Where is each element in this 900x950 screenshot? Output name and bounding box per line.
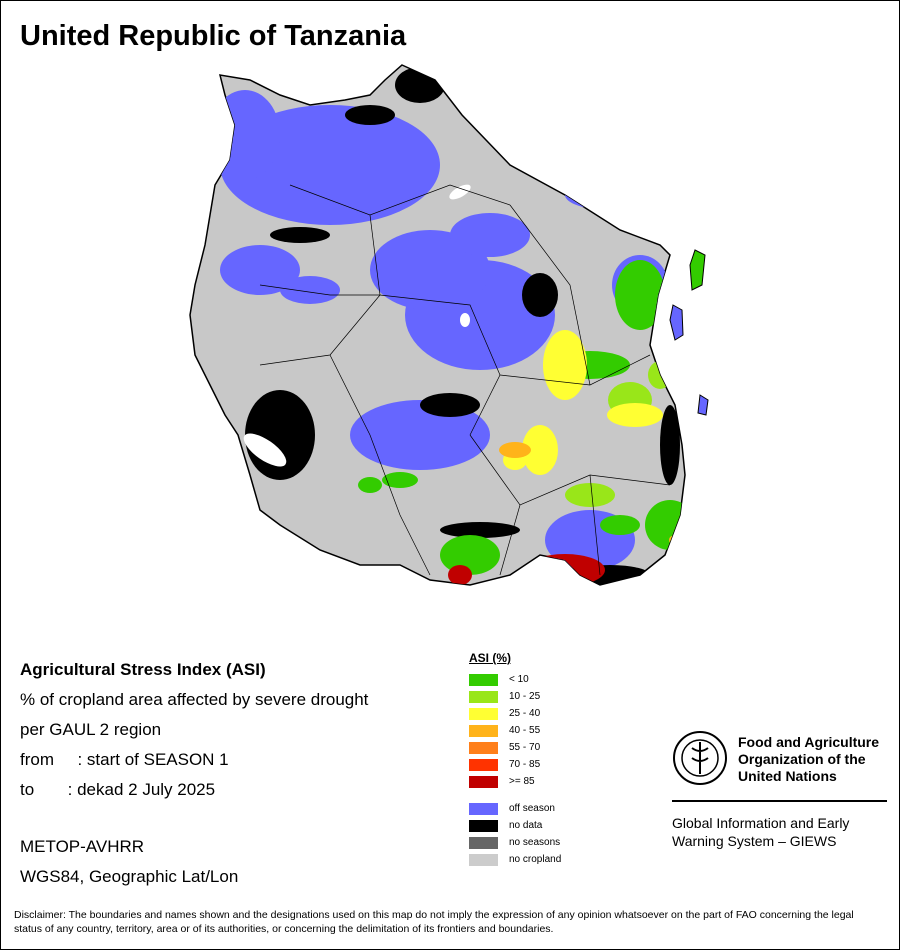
legend-swatch xyxy=(469,742,498,754)
legend-swatch xyxy=(469,854,498,866)
legend-label: 40 - 55 xyxy=(509,725,541,736)
lakes xyxy=(243,184,471,467)
asi-25-40-areas xyxy=(503,330,663,475)
fao-name-line2: Organization of the xyxy=(738,751,866,767)
from-value: : start of SEASON 1 xyxy=(77,750,229,769)
legend-label: < 10 xyxy=(509,674,529,685)
fao-name: Food and Agriculture Organization of the… xyxy=(738,734,898,785)
legend-swatch xyxy=(469,674,498,686)
fao-name-line1: Food and Agriculture xyxy=(738,734,880,750)
sensor-label: METOP-AVHRR xyxy=(20,837,145,856)
legend-label: 10 - 25 xyxy=(509,691,541,702)
to-label: to xyxy=(20,780,35,799)
fao-divider xyxy=(672,800,887,802)
legend-swatch xyxy=(469,820,498,832)
giews-line2: Warning System – GIEWS xyxy=(672,833,837,849)
legend-label: off season xyxy=(509,803,555,814)
islands xyxy=(669,249,709,416)
giews-line1: Global Information and Early xyxy=(672,815,850,831)
period-to: to : dekad 2 July 2025 xyxy=(20,775,368,805)
from-label: from xyxy=(20,750,54,769)
to-value: : dekad 2 July 2025 xyxy=(67,780,216,799)
legend-label: >= 85 xyxy=(509,776,535,787)
map-metadata: METOP-AVHRR WGS84, Geographic Lat/Lon xyxy=(20,832,238,892)
legend-label: no seasons xyxy=(509,837,561,848)
legend-swatch xyxy=(469,708,498,720)
asi-map xyxy=(189,64,709,586)
fao-logo-icon xyxy=(673,731,727,785)
region-boundaries xyxy=(259,184,671,576)
index-heading: Agricultural Stress Index (ASI) xyxy=(20,660,266,679)
legend-swatch xyxy=(469,759,498,771)
legend-label: no cropland xyxy=(509,854,562,865)
index-description: % of cropland area affected by severe dr… xyxy=(20,690,369,709)
legend-swatch xyxy=(469,803,498,815)
projection-label: WGS84, Geographic Lat/Lon xyxy=(20,867,239,886)
legend: ASI (%) < 10 10 - 25 25 - 40 40 - 55 55 - 70… xyxy=(469,651,561,866)
map-info: Agricultural Stress Index (ASI) % of cro… xyxy=(20,655,368,805)
fao-name-line3: United Nations xyxy=(738,768,837,784)
period-from: from : start of SEASON 1 xyxy=(20,745,368,775)
legend-swatch xyxy=(469,837,498,849)
legend-label: 70 - 85 xyxy=(509,759,541,770)
disclaimer: Disclaimer: The boundaries and names sho… xyxy=(14,909,854,935)
legend-label: 25 - 40 xyxy=(509,708,541,719)
legend-swatch xyxy=(469,691,498,703)
index-unit: per GAUL 2 region xyxy=(20,720,162,739)
legend-label: no data xyxy=(509,820,543,831)
giews-name: Global Information and Early Warning Sys… xyxy=(672,814,887,850)
map-title: United Republic of Tanzania xyxy=(20,20,407,52)
legend-swatch xyxy=(469,776,498,788)
legend-label: 55 - 70 xyxy=(509,742,541,753)
legend-swatch xyxy=(469,725,498,737)
legend-title: ASI (%) xyxy=(469,651,511,665)
